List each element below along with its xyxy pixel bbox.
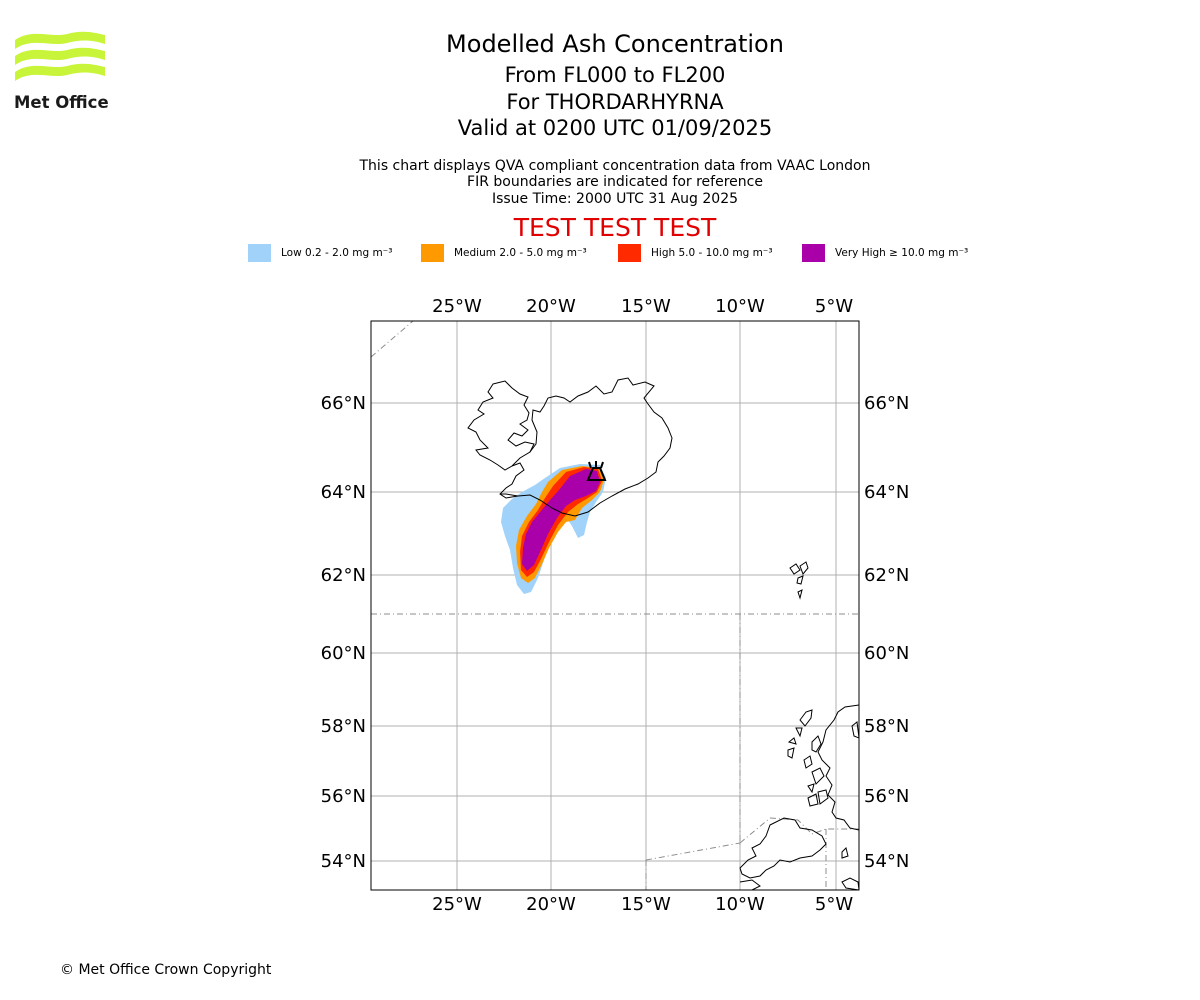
legend-label-very-high: Very High ≥ 10.0 mg m⁻³ (835, 247, 969, 259)
lon-label-top: 10°W (715, 296, 765, 317)
lon-label-top: 5°W (815, 296, 853, 317)
lon-label-top: 15°W (621, 296, 671, 317)
graticule (371, 321, 859, 890)
legend-item-very-high: Very High ≥ 10.0 mg m⁻³ (802, 244, 968, 262)
fir-boundaries (371, 321, 859, 890)
test-banner: TEST TEST TEST (513, 213, 717, 242)
logo-text: Met Office (14, 93, 109, 112)
legend-swatch-very-high (802, 244, 825, 262)
lon-label-top: 25°W (432, 296, 482, 317)
chart-title: Modelled Ash Concentration (446, 30, 784, 58)
legend-item-medium: Medium 2.0 - 5.0 mg m⁻³ (421, 244, 587, 262)
map-frame (370, 320, 860, 891)
lon-label-bottom: 5°W (815, 894, 853, 915)
lat-label-left: 56°N (321, 786, 366, 807)
lat-label-left: 66°N (321, 393, 366, 414)
flight-level-range: From FL000 to FL200 (504, 63, 726, 87)
lon-label-bottom: 10°W (715, 894, 765, 915)
legend-label-medium: Medium 2.0 - 5.0 mg m⁻³ (454, 247, 587, 259)
lat-label-right: 66°N (864, 393, 909, 414)
lat-label-right: 64°N (864, 482, 909, 503)
legend-label-high: High 5.0 - 10.0 mg m⁻³ (651, 247, 773, 259)
lat-label-right: 58°N (864, 716, 909, 737)
fir-note: FIR boundaries are indicated for referen… (467, 174, 763, 190)
issue-time: Issue Time: 2000 UTC 31 Aug 2025 (491, 191, 739, 207)
legend-item-high: High 5.0 - 10.0 mg m⁻³ (618, 244, 773, 262)
legend-swatch-high (618, 244, 641, 262)
lat-label-left: 58°N (321, 716, 366, 737)
lon-label-bottom: 20°W (526, 894, 576, 915)
logo-waves-icon (15, 31, 105, 81)
lat-label-left: 60°N (321, 643, 366, 664)
lat-label-right: 60°N (864, 643, 909, 664)
volcano-name: For THORDARHYRNA (506, 90, 724, 114)
lon-label-top: 20°W (526, 296, 576, 317)
ash-plume (501, 464, 606, 594)
coastlines (467, 377, 859, 890)
volcano-icon (586, 461, 607, 481)
lat-label-left: 54°N (321, 851, 366, 872)
lon-label-bottom: 25°W (432, 894, 482, 915)
valid-time: Valid at 0200 UTC 01/09/2025 (457, 116, 773, 140)
legend-swatch-medium (421, 244, 444, 262)
lat-label-right: 54°N (864, 851, 909, 872)
lat-label-right: 62°N (864, 565, 909, 586)
lon-label-bottom: 15°W (621, 894, 671, 915)
lat-label-left: 64°N (321, 482, 366, 503)
qva-note: This chart displays QVA compliant concen… (359, 158, 871, 174)
lat-label-left: 62°N (321, 565, 366, 586)
copyright-notice: © Met Office Crown Copyright (60, 962, 272, 978)
legend-item-low: Low 0.2 - 2.0 mg m⁻³ (248, 244, 392, 262)
legend-swatch-low (248, 244, 271, 262)
met-office-logo: Met Office (14, 31, 109, 112)
lat-label-right: 56°N (864, 786, 909, 807)
legend-label-low: Low 0.2 - 2.0 mg m⁻³ (281, 247, 393, 259)
